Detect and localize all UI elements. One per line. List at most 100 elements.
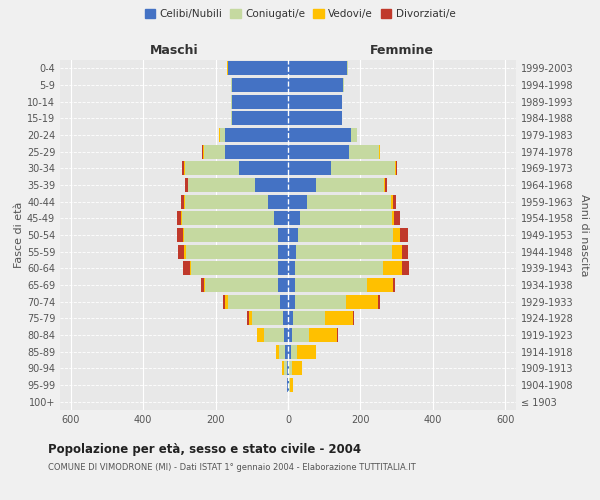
Bar bbox=[394, 278, 395, 292]
Bar bbox=[278, 261, 288, 276]
Bar bbox=[384, 178, 385, 192]
Bar bbox=[183, 261, 190, 276]
Bar bbox=[288, 178, 316, 192]
Bar bbox=[295, 294, 346, 308]
Text: Maschi: Maschi bbox=[149, 44, 199, 57]
Bar bbox=[278, 278, 288, 292]
Bar bbox=[295, 278, 367, 292]
Bar bbox=[288, 328, 292, 342]
Bar bbox=[300, 211, 392, 226]
Bar bbox=[341, 94, 342, 109]
Bar bbox=[378, 294, 380, 308]
Bar bbox=[288, 112, 341, 126]
Bar bbox=[282, 361, 284, 376]
Bar bbox=[288, 344, 290, 358]
Bar bbox=[184, 161, 185, 176]
Bar bbox=[274, 211, 288, 226]
Bar bbox=[350, 128, 357, 142]
Bar bbox=[295, 261, 383, 276]
Bar bbox=[256, 178, 288, 192]
Bar bbox=[288, 161, 331, 176]
Bar bbox=[177, 228, 183, 242]
Bar bbox=[287, 378, 288, 392]
Bar bbox=[288, 378, 289, 392]
Bar bbox=[392, 194, 396, 209]
Bar bbox=[227, 61, 228, 76]
Bar bbox=[190, 261, 191, 276]
Bar bbox=[307, 194, 391, 209]
Bar bbox=[293, 311, 325, 326]
Bar bbox=[228, 61, 288, 76]
Bar bbox=[203, 144, 224, 159]
Bar bbox=[264, 328, 284, 342]
Bar bbox=[185, 178, 188, 192]
Bar bbox=[252, 311, 283, 326]
Bar bbox=[278, 228, 288, 242]
Bar bbox=[249, 311, 252, 326]
Bar bbox=[392, 244, 401, 259]
Bar bbox=[292, 361, 302, 376]
Bar bbox=[288, 211, 300, 226]
Bar bbox=[316, 178, 384, 192]
Bar bbox=[288, 78, 343, 92]
Bar bbox=[401, 244, 408, 259]
Bar bbox=[182, 211, 274, 226]
Bar bbox=[288, 278, 295, 292]
Bar bbox=[232, 112, 288, 126]
Bar bbox=[223, 294, 226, 308]
Bar bbox=[286, 344, 288, 358]
Bar bbox=[396, 161, 397, 176]
Bar bbox=[288, 194, 307, 209]
Bar bbox=[226, 294, 227, 308]
Bar bbox=[341, 112, 342, 126]
Bar bbox=[268, 194, 288, 209]
Bar bbox=[394, 228, 400, 242]
Bar bbox=[325, 311, 353, 326]
Y-axis label: Anni di nascita: Anni di nascita bbox=[579, 194, 589, 276]
Bar bbox=[392, 211, 394, 226]
Bar bbox=[288, 61, 347, 76]
Bar bbox=[247, 311, 249, 326]
Text: COMUNE DI VIMODRONE (MI) - Dati ISTAT 1° gennaio 2004 - Elaborazione TUTTITALIA.: COMUNE DI VIMODRONE (MI) - Dati ISTAT 1°… bbox=[48, 462, 416, 471]
Bar bbox=[347, 61, 348, 76]
Bar bbox=[204, 278, 205, 292]
Bar bbox=[383, 261, 403, 276]
Bar bbox=[219, 128, 220, 142]
Bar bbox=[232, 78, 288, 92]
Bar bbox=[394, 211, 400, 226]
Bar bbox=[346, 294, 378, 308]
Bar bbox=[205, 278, 278, 292]
Bar bbox=[191, 261, 278, 276]
Bar bbox=[239, 161, 288, 176]
Bar bbox=[288, 94, 341, 109]
Bar bbox=[224, 144, 288, 159]
Bar bbox=[288, 128, 350, 142]
Bar bbox=[182, 161, 184, 176]
Bar bbox=[287, 361, 288, 376]
Bar bbox=[185, 161, 239, 176]
Bar bbox=[296, 244, 392, 259]
Bar bbox=[385, 178, 387, 192]
Bar bbox=[391, 194, 392, 209]
Bar bbox=[400, 228, 408, 242]
Bar bbox=[289, 378, 290, 392]
Bar bbox=[284, 328, 288, 342]
Bar bbox=[288, 294, 295, 308]
Bar bbox=[184, 228, 278, 242]
Bar bbox=[176, 211, 181, 226]
Bar bbox=[367, 278, 394, 292]
Bar bbox=[231, 94, 232, 109]
Bar bbox=[181, 211, 182, 226]
Bar bbox=[337, 328, 338, 342]
Bar bbox=[290, 344, 297, 358]
Bar bbox=[343, 78, 344, 92]
Bar bbox=[232, 94, 288, 109]
Bar bbox=[231, 78, 232, 92]
Y-axis label: Fasce di età: Fasce di età bbox=[14, 202, 24, 268]
Bar bbox=[178, 244, 184, 259]
Bar bbox=[349, 144, 379, 159]
Bar bbox=[276, 344, 279, 358]
Bar bbox=[231, 112, 232, 126]
Bar bbox=[183, 228, 184, 242]
Text: Popolazione per età, sesso e stato civile - 2004: Popolazione per età, sesso e stato civil… bbox=[48, 442, 361, 456]
